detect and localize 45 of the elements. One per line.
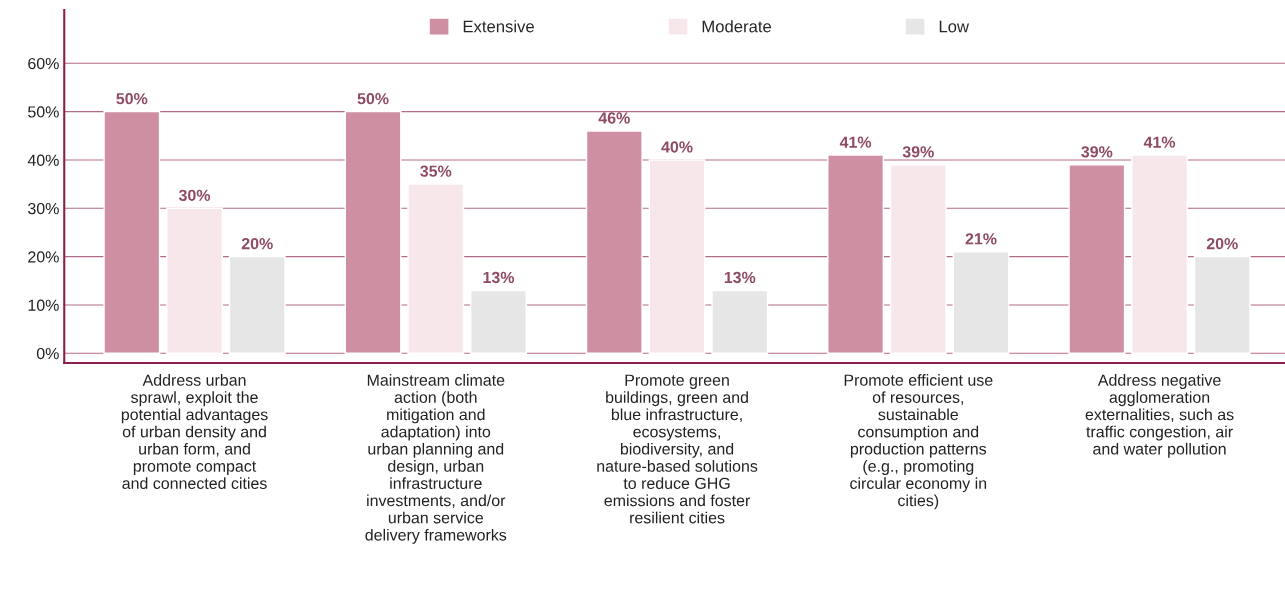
data-label: 30% [178, 189, 211, 201]
bar [1131, 154, 1188, 354]
bar [103, 110, 161, 354]
y-tick-label: 0% [36, 347, 59, 360]
data-label: 50% [357, 92, 389, 105]
bar [889, 164, 947, 354]
bar [166, 207, 223, 354]
data-label: 39% [1081, 146, 1113, 158]
bar [470, 289, 527, 354]
data-label: 13% [483, 271, 515, 284]
data-label: 39% [902, 146, 934, 158]
legend-label: Low [939, 20, 970, 33]
bar [585, 130, 643, 354]
bar [1068, 164, 1126, 354]
bar [648, 159, 706, 354]
y-tick-label: 40% [27, 154, 59, 166]
data-label: 20% [1206, 237, 1238, 250]
legend-label: Moderate [702, 20, 772, 33]
data-label: 41% [839, 136, 872, 148]
x-tick-label: Address urban sprawl, exploit the potential advantages of urban density and urban form, and promote compact and connected cities [121, 374, 268, 490]
bar [407, 183, 465, 354]
data-label: 35% [420, 165, 452, 177]
bar [952, 251, 1010, 354]
category-label: Mainstream climate action (both mitigation and adaptation) into urban planning and design, urban infrastructure investments, and/or urban service delivery frameworks [365, 374, 507, 544]
legend-label: Extensive [463, 20, 534, 33]
x-tick-label: Promote efficient use of resources, sustainable consumption and production patterns (e.g., promoting circular economy in cities) [844, 374, 993, 510]
y-tick-label: 10% [28, 299, 59, 311]
bar [228, 255, 286, 354]
data-label: 46% [598, 112, 630, 124]
data-label: 40% [661, 141, 693, 153]
data-label: 21% [965, 233, 997, 245]
bar [827, 154, 885, 354]
data-label: 13% [724, 271, 756, 284]
x-tick-label: Address negative agglomeration externalities, such as traffic congestion, air and water pollution [1085, 374, 1234, 458]
category-label: Promote green buildings, green and blue infrastructure, ecosystems, biodiversity, and nature-based solutions to reduce GHG emissions and foster resilient cities [597, 374, 758, 524]
y-tick-label: 50% [28, 106, 59, 118]
data-label: 50% [116, 92, 148, 105]
data-label: 41% [1143, 136, 1176, 148]
bar [344, 110, 402, 354]
y-tick-label: 60% [28, 57, 59, 70]
data-label: 20% [241, 237, 273, 250]
bar [1193, 255, 1251, 354]
y-tick-label: 20% [28, 251, 59, 263]
bar [711, 289, 769, 354]
y-tick-label: 30% [28, 202, 59, 215]
